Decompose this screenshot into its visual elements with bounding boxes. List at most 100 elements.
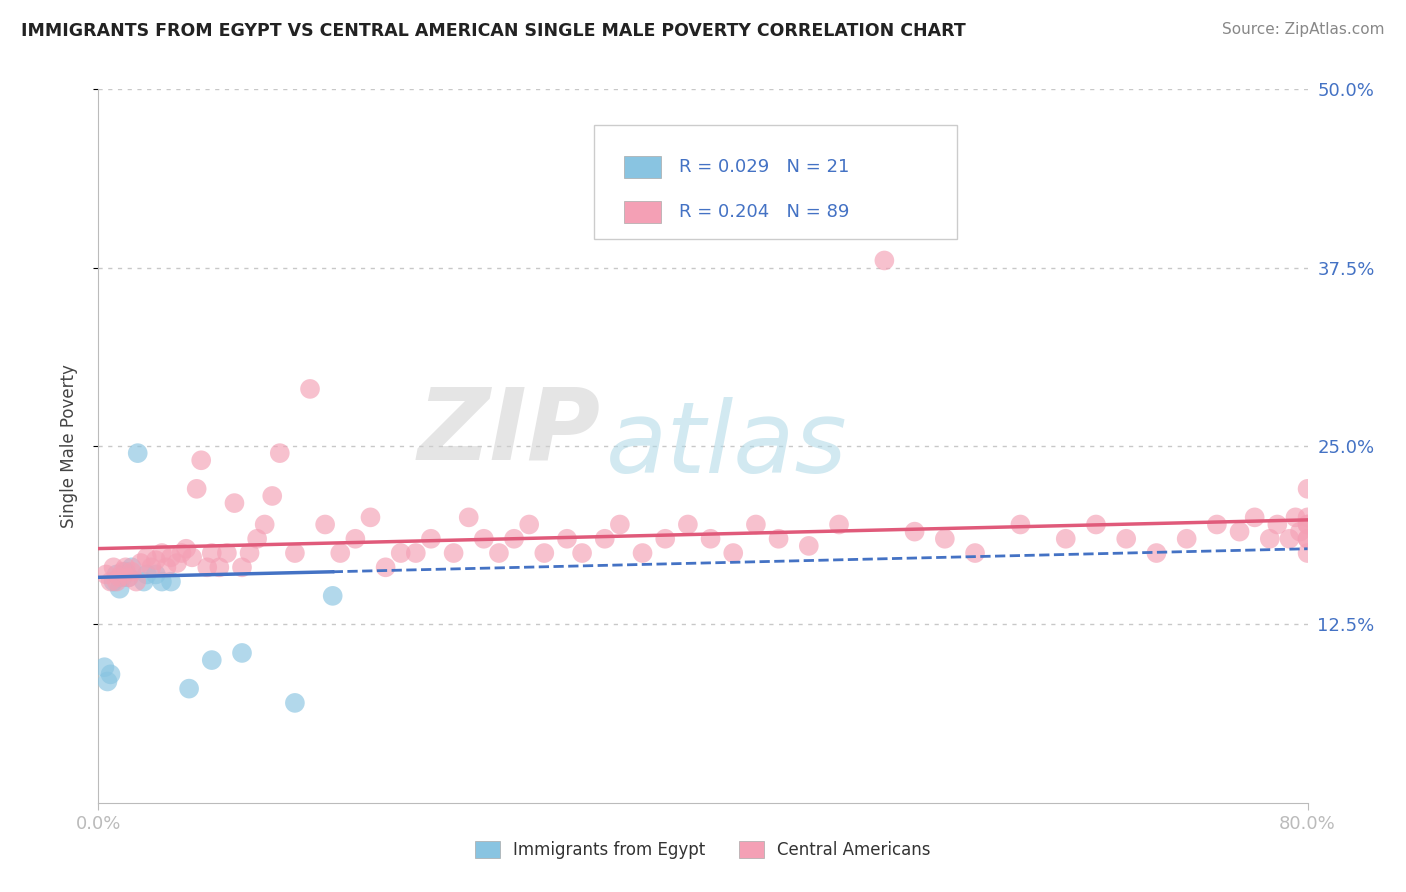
Point bbox=[166, 556, 188, 570]
Point bbox=[121, 565, 143, 579]
Point bbox=[873, 253, 896, 268]
Point bbox=[125, 574, 148, 589]
Point bbox=[1296, 532, 1319, 546]
Point bbox=[190, 453, 212, 467]
Point bbox=[186, 482, 208, 496]
Point bbox=[224, 496, 246, 510]
Point bbox=[114, 565, 136, 579]
Point bbox=[179, 681, 201, 696]
Point bbox=[1296, 510, 1319, 524]
Point bbox=[472, 532, 495, 546]
Point bbox=[457, 510, 479, 524]
Point bbox=[208, 560, 231, 574]
Point bbox=[1296, 482, 1319, 496]
Point bbox=[374, 560, 396, 574]
Point bbox=[723, 546, 745, 560]
Point bbox=[299, 382, 322, 396]
Point bbox=[114, 560, 136, 574]
Point bbox=[828, 517, 851, 532]
Text: ZIP: ZIP bbox=[418, 384, 600, 480]
Legend: Immigrants from Egypt, Central Americans: Immigrants from Egypt, Central Americans bbox=[468, 834, 938, 866]
Point bbox=[1206, 517, 1229, 532]
Point bbox=[150, 574, 173, 589]
Point bbox=[1085, 517, 1108, 532]
Text: R = 0.029   N = 21: R = 0.029 N = 21 bbox=[679, 158, 849, 176]
Point bbox=[141, 560, 163, 574]
Point bbox=[797, 539, 820, 553]
Point bbox=[215, 546, 238, 560]
Point bbox=[405, 546, 427, 560]
Point bbox=[118, 570, 141, 584]
Point bbox=[1296, 532, 1319, 546]
Point bbox=[555, 532, 578, 546]
Point bbox=[181, 550, 204, 565]
Point bbox=[127, 446, 149, 460]
Point bbox=[231, 646, 253, 660]
Point bbox=[103, 574, 125, 589]
Point bbox=[904, 524, 927, 539]
Point bbox=[503, 532, 526, 546]
Point bbox=[676, 517, 699, 532]
Point bbox=[1144, 546, 1167, 560]
Point bbox=[593, 532, 616, 546]
Point bbox=[93, 660, 115, 674]
Point bbox=[1115, 532, 1137, 546]
Point bbox=[108, 582, 131, 596]
Point bbox=[571, 546, 593, 560]
Point bbox=[1284, 510, 1306, 524]
Point bbox=[121, 560, 143, 574]
Point bbox=[1278, 532, 1301, 546]
Point bbox=[420, 532, 443, 546]
Point bbox=[1296, 517, 1319, 532]
FancyBboxPatch shape bbox=[624, 156, 661, 178]
Point bbox=[111, 570, 134, 584]
Point bbox=[360, 510, 382, 524]
Point bbox=[145, 553, 167, 567]
FancyBboxPatch shape bbox=[624, 202, 661, 223]
Point bbox=[150, 546, 173, 560]
Point bbox=[533, 546, 555, 560]
Point bbox=[1054, 532, 1077, 546]
Point bbox=[1296, 546, 1319, 560]
Point bbox=[118, 570, 141, 584]
Point bbox=[129, 556, 152, 570]
Point bbox=[201, 546, 224, 560]
Point bbox=[155, 560, 177, 574]
Point bbox=[344, 532, 367, 546]
Point bbox=[195, 560, 218, 574]
Point bbox=[201, 653, 224, 667]
Point bbox=[1243, 510, 1265, 524]
Point bbox=[1296, 517, 1319, 532]
Point bbox=[284, 696, 307, 710]
Point bbox=[262, 489, 284, 503]
Point bbox=[135, 567, 157, 582]
Point bbox=[105, 574, 128, 589]
Point bbox=[239, 546, 262, 560]
Point bbox=[934, 532, 956, 546]
Point bbox=[231, 560, 253, 574]
Point bbox=[389, 546, 412, 560]
Point bbox=[517, 517, 540, 532]
Point bbox=[745, 517, 768, 532]
Point bbox=[253, 517, 276, 532]
Text: R = 0.204   N = 89: R = 0.204 N = 89 bbox=[679, 203, 849, 221]
Point bbox=[160, 550, 183, 565]
Point bbox=[170, 546, 193, 560]
Point bbox=[246, 532, 269, 546]
Point bbox=[1289, 524, 1312, 539]
Point bbox=[103, 560, 125, 574]
Point bbox=[145, 567, 167, 582]
Point bbox=[631, 546, 654, 560]
Point bbox=[174, 541, 197, 556]
Point bbox=[609, 517, 631, 532]
Point bbox=[1175, 532, 1198, 546]
Point bbox=[1258, 532, 1281, 546]
Point bbox=[768, 532, 790, 546]
Point bbox=[654, 532, 676, 546]
Point bbox=[322, 589, 344, 603]
Point bbox=[111, 565, 134, 579]
FancyBboxPatch shape bbox=[595, 125, 957, 239]
Point bbox=[1267, 517, 1289, 532]
Point bbox=[100, 574, 122, 589]
Point bbox=[269, 446, 291, 460]
